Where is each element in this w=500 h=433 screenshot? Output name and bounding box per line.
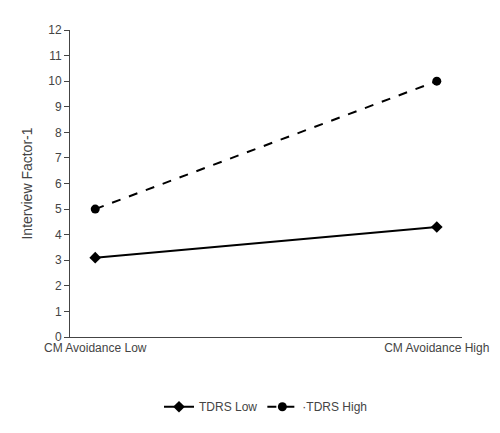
svg-text:CM Avoidance High: CM Avoidance High: [384, 341, 489, 355]
svg-text:3: 3: [55, 253, 62, 267]
svg-text:2: 2: [55, 279, 62, 293]
svg-text:11: 11: [49, 49, 62, 63]
svg-text:7: 7: [55, 151, 62, 165]
svg-text:6: 6: [55, 177, 62, 191]
svg-text:9: 9: [55, 100, 62, 114]
svg-text:4: 4: [55, 228, 62, 242]
svg-text:12: 12: [48, 23, 62, 37]
svg-text:0: 0: [55, 330, 62, 344]
svg-text:CM Avoidance Low: CM Avoidance Low: [44, 341, 147, 355]
svg-text:10: 10: [48, 74, 62, 88]
svg-text:Interview Factor-1: Interview Factor-1: [19, 127, 35, 239]
svg-text:8: 8: [55, 126, 62, 140]
svg-text:1: 1: [55, 305, 62, 319]
svg-text:5: 5: [55, 202, 62, 216]
svg-text:TDRS Low: TDRS Low: [199, 400, 257, 414]
svg-text:·TDRS High: ·TDRS High: [302, 400, 367, 414]
